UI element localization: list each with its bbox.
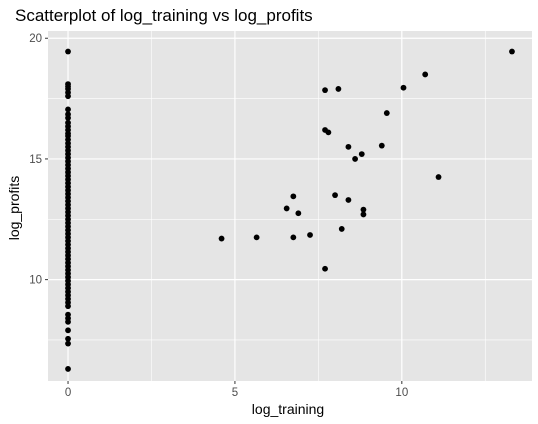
data-point [360, 211, 367, 218]
x-axis: 0 5 10 [65, 381, 408, 399]
x-axis-title: log_training [252, 401, 324, 417]
plot-panel [48, 31, 532, 381]
data-point [322, 87, 328, 94]
data-point [65, 340, 71, 347]
data-point [338, 226, 345, 232]
data-point [322, 265, 328, 272]
data-point [65, 48, 71, 55]
data-point [65, 318, 71, 325]
data-point [435, 174, 442, 180]
data-point [218, 235, 225, 242]
data-points [65, 48, 515, 372]
data-point [360, 206, 367, 213]
data-point [253, 234, 260, 241]
y-axis: 10 15 20 [29, 33, 48, 287]
data-point [509, 48, 515, 55]
data-point [345, 143, 352, 150]
x-tick-label: 5 [232, 387, 238, 399]
chart-title: Scatterplot of log_training vs log_profi… [15, 6, 313, 25]
data-point [335, 86, 342, 92]
data-point [65, 303, 71, 310]
data-point [65, 106, 71, 113]
data-point [295, 210, 302, 217]
y-tick-label: 10 [29, 275, 42, 287]
data-point [325, 129, 332, 136]
data-point [383, 110, 390, 116]
data-point [378, 142, 385, 149]
data-point [400, 84, 407, 91]
y-axis-title: log_profits [6, 176, 22, 241]
minor-gridlines [48, 31, 532, 381]
data-point [352, 156, 358, 162]
data-point [283, 205, 290, 212]
x-tick-label: 10 [395, 387, 408, 399]
data-point [65, 335, 71, 342]
data-point [422, 71, 429, 78]
data-point [65, 93, 71, 100]
data-point [290, 234, 297, 241]
data-point [65, 114, 71, 121]
data-point [290, 193, 297, 200]
data-point [65, 327, 71, 334]
data-point [307, 232, 313, 238]
y-tick-label: 20 [29, 33, 42, 45]
x-tick-label: 0 [65, 387, 71, 399]
data-point [332, 192, 338, 199]
data-point [358, 151, 365, 158]
data-point [65, 366, 71, 372]
y-tick-label: 15 [29, 154, 42, 166]
data-point [345, 197, 352, 203]
